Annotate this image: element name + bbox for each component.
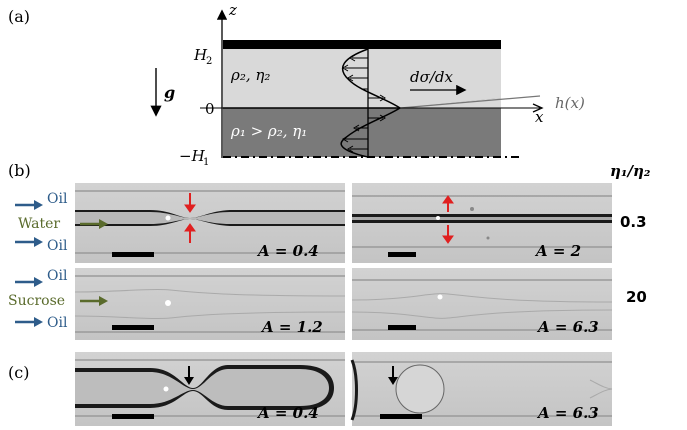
micrograph-c2 xyxy=(350,352,613,426)
oil-label-top-2: Oil xyxy=(47,268,68,284)
panel-label-c: (c) xyxy=(8,363,29,382)
oil-label-bottom-2: Oil xyxy=(47,315,68,331)
flow-arrow-icon xyxy=(34,237,43,247)
A-label-c2: A = 6.3 xyxy=(536,404,599,422)
panel-label-b: (b) xyxy=(8,161,31,180)
H1-subscript: 1 xyxy=(203,157,209,168)
flow-arrow-icon xyxy=(99,296,108,306)
H2-label: H xyxy=(193,46,208,64)
gradient-label: dσ/dx xyxy=(410,68,453,86)
ratio-header: η₁/η₂ xyxy=(610,162,651,180)
panel-label-a: (a) xyxy=(8,7,30,26)
ratio-value-2: 20 xyxy=(626,288,647,306)
micrograph-b3 xyxy=(74,268,346,340)
interface-label: h(x) xyxy=(555,94,585,112)
water-label: Water xyxy=(18,216,60,232)
pinch-arrow-icon xyxy=(184,193,196,243)
oil-label-bottom-1: Oil xyxy=(47,238,68,254)
lower-fluid-label: ρ₁ > ρ₂, η₁ xyxy=(230,122,307,140)
A-label-b3: A = 1.2 xyxy=(260,318,323,336)
micrograph-b4 xyxy=(351,268,613,340)
minus-H1-label: −H xyxy=(179,147,206,165)
oil-label-top-1: Oil xyxy=(47,191,68,207)
flow-arrow-icon xyxy=(99,219,108,229)
upper-fluid-label: ρ₂, η₂ xyxy=(230,66,270,84)
interface-curve xyxy=(399,95,541,109)
pinch-arrow-icon xyxy=(184,377,194,385)
A-label-b1: A = 0.4 xyxy=(256,242,319,260)
ratio-value-1: 0.3 xyxy=(620,213,647,231)
micrograph-b1 xyxy=(75,183,345,263)
flow-arrow-icon xyxy=(34,277,43,287)
x-axis-arrow-icon xyxy=(532,103,544,113)
top-wall xyxy=(223,40,501,49)
A-label-b4: A = 6.3 xyxy=(536,318,599,336)
gravity-label: g xyxy=(164,83,175,102)
A-label-b2: A = 2 xyxy=(534,242,581,260)
micrograph-c1 xyxy=(75,352,345,426)
x-axis-label: x xyxy=(535,108,544,126)
pinch-arrow-icon xyxy=(388,377,398,385)
flow-arrow-icon xyxy=(34,317,43,327)
A-label-c1: A = 0.4 xyxy=(256,404,319,422)
sucrose-label: Sucrose xyxy=(8,293,65,309)
velocity-arrows xyxy=(342,54,386,153)
z-axis-label: z xyxy=(228,1,237,19)
zero-label: 0 xyxy=(205,100,215,118)
micrograph-b2 xyxy=(352,183,612,263)
pinch-arrow-icon xyxy=(442,195,454,244)
velocity-profile xyxy=(340,48,402,158)
H2-subscript: 2 xyxy=(206,56,212,67)
flow-arrow-icon xyxy=(34,200,43,210)
